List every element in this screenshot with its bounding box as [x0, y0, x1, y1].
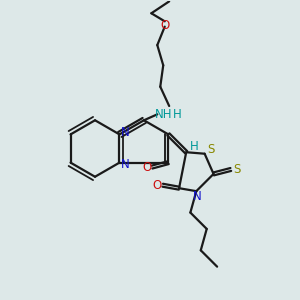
Text: O: O — [142, 160, 151, 174]
Text: S: S — [234, 163, 241, 176]
Text: O: O — [161, 19, 170, 32]
Text: S: S — [208, 143, 215, 156]
Text: N: N — [193, 190, 201, 203]
Text: N: N — [120, 126, 129, 140]
Text: NH: NH — [154, 108, 172, 121]
Text: N: N — [120, 158, 129, 171]
Text: H: H — [173, 108, 182, 121]
Text: O: O — [153, 179, 162, 192]
Text: H: H — [190, 140, 199, 153]
